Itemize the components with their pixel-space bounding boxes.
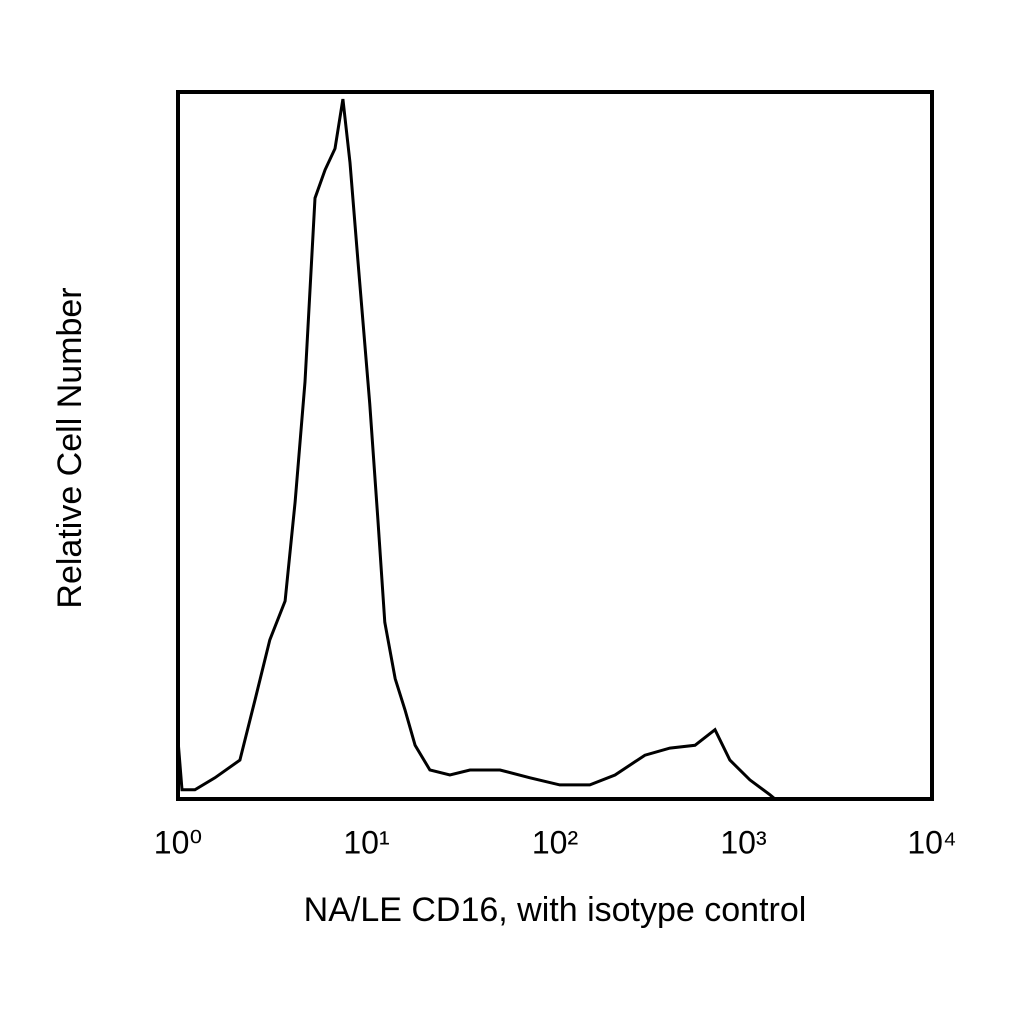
plot-frame	[176, 90, 934, 801]
histogram-line	[176, 98, 776, 801]
y-axis-label: Relative Cell Number	[51, 287, 89, 608]
x-tick-label: 10²	[532, 824, 579, 860]
x-axis-label: NA/LE CD16, with isotype control	[304, 891, 807, 929]
x-tick-label: 10³	[720, 824, 767, 860]
x-tick-label: 10⁴	[907, 824, 956, 860]
x-tick-label: 10⁰	[154, 824, 202, 860]
x-tick-label: 10¹	[343, 824, 389, 860]
